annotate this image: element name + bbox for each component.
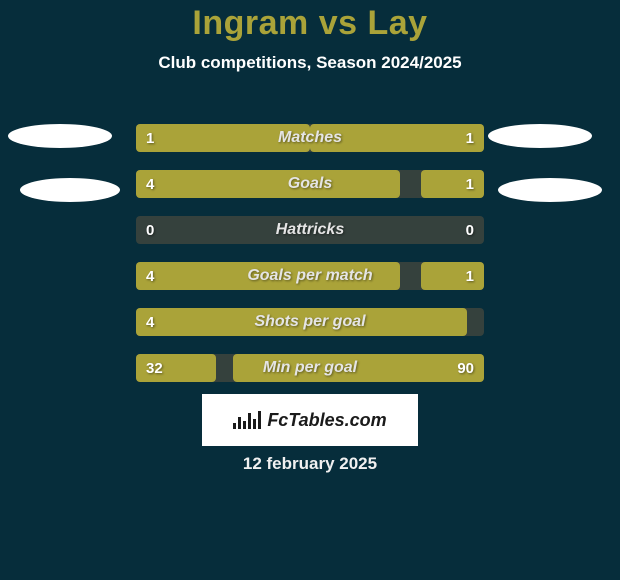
stat-label: Min per goal	[136, 354, 484, 382]
subtitle: Club competitions, Season 2024/2025	[0, 53, 620, 73]
stat-row: 41Goals per match	[136, 262, 484, 290]
logo-box[interactable]: FcTables.com	[202, 394, 418, 446]
stat-label: Goals	[136, 170, 484, 198]
logo-text: FcTables.com	[267, 410, 386, 431]
date-label: 12 february 2025	[0, 454, 620, 474]
player-avatar-placeholder	[8, 124, 112, 148]
bar-chart-icon	[233, 411, 261, 429]
stats-container: 11Matches 41Goals 00Hattricks 41Goals per m…	[136, 124, 484, 382]
page-title: Ingram vs Lay	[0, 4, 620, 43]
player-avatar-placeholder	[498, 178, 602, 202]
stat-row: 3290Min per goal	[136, 354, 484, 382]
stat-label: Goals per match	[136, 262, 484, 290]
stat-row: 41Goals	[136, 170, 484, 198]
stat-row: 11Matches	[136, 124, 484, 152]
player-avatar-placeholder	[20, 178, 120, 202]
stat-label: Hattricks	[136, 216, 484, 244]
player-avatar-placeholder	[488, 124, 592, 148]
stat-row: 00Hattricks	[136, 216, 484, 244]
stat-label: Shots per goal	[136, 308, 484, 336]
stat-label: Matches	[136, 124, 484, 152]
stat-row: 4Shots per goal	[136, 308, 484, 336]
comparison-card: Ingram vs Lay Club competitions, Season …	[0, 0, 620, 580]
